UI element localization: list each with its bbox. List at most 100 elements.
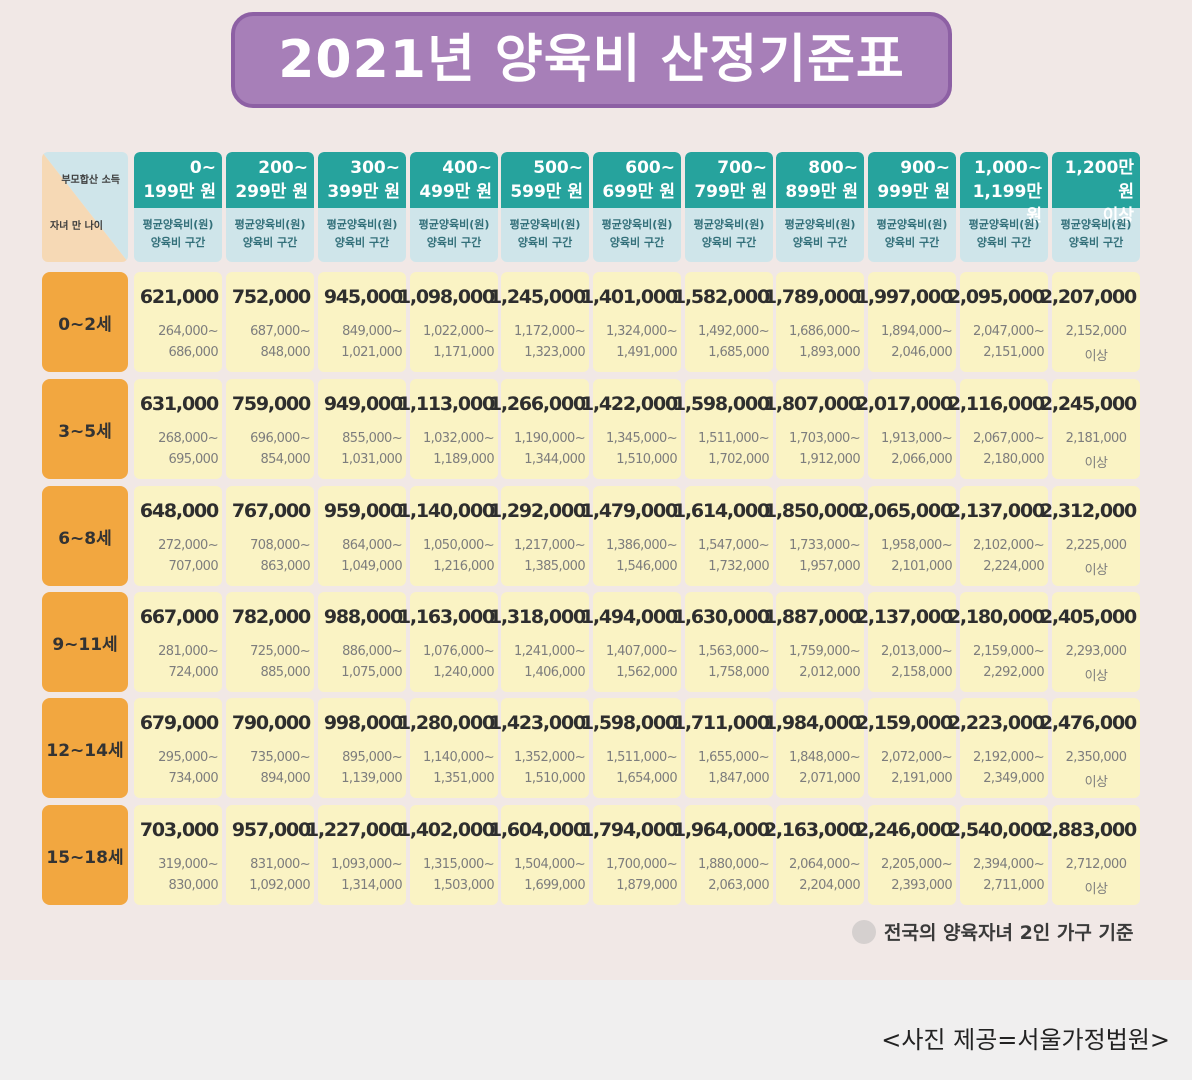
fee-range-min: 1,407,000~ <box>605 644 678 659</box>
average-fee: 2,163,000 <box>763 819 861 841</box>
fee-range-max: 707,000 <box>168 559 218 574</box>
income-bracket-label: 400~ 499만 원 <box>410 152 498 208</box>
fee-cell: 1,318,000 1,241,000~ 1,406,000 <box>489 592 589 692</box>
average-fee: 2,246,000 <box>855 819 953 841</box>
fee-cell: 1,850,000 1,733,000~ 1,957,000 <box>764 486 864 586</box>
fee-range-max: 이상 <box>1084 349 1108 364</box>
fee-range-max: 이상 <box>1084 456 1108 471</box>
fee-range-min: 2,013,000~ <box>880 644 953 659</box>
income-bracket-line1: 400~ <box>442 158 492 178</box>
footnote: 전국의 양육자녀 2인 가구 기준 <box>852 918 1133 948</box>
fee-cell: 767,000 708,000~ 863,000 <box>226 486 314 586</box>
fee-range-min: 1,733,000~ <box>788 538 861 553</box>
fee-cell: 945,000 849,000~ 1,021,000 <box>318 272 406 372</box>
fee-range-max: 830,000 <box>168 878 218 893</box>
fee-range-min: 831,000~ <box>250 857 310 872</box>
average-fee: 1,422,000 <box>580 393 678 415</box>
fee-range-min: 1,315,000~ <box>422 857 495 872</box>
fee-range-min: 1,076,000~ <box>422 644 495 659</box>
average-fee: 945,000 <box>323 286 403 308</box>
fee-range-max: 2,224,000 <box>983 559 1044 574</box>
fee-cell: 1,280,000 1,140,000~ 1,351,000 <box>398 698 498 798</box>
fee-range-min: 1,190,000~ <box>513 431 586 446</box>
age-group-label: 0~2세 <box>42 272 128 372</box>
fee-cell: 2,017,000 1,913,000~ 2,066,000 <box>856 379 956 479</box>
income-bracket-line1: 1,000~ <box>973 158 1042 178</box>
average-fee: 1,997,000 <box>855 286 953 308</box>
average-fee: 1,582,000 <box>672 286 770 308</box>
income-bracket-label: 900~ 999만 원 <box>868 152 956 208</box>
fee-range-max: 2,046,000 <box>891 345 952 360</box>
fee-cell: 2,065,000 1,958,000~ 2,101,000 <box>856 486 956 586</box>
fee-range-max: 1,847,000 <box>708 771 769 786</box>
average-fee: 1,318,000 <box>488 606 586 628</box>
fee-range-min: 725,000~ <box>250 644 310 659</box>
fee-cell: 998,000 895,000~ 1,139,000 <box>318 698 406 798</box>
fee-range-max: 848,000 <box>260 345 310 360</box>
column-subheader: 평균양육비(원) 양육비 구간 <box>685 208 773 262</box>
fee-range-min: 1,324,000~ <box>605 324 678 339</box>
fee-range-max: 1,139,000 <box>341 771 402 786</box>
footnote-text: 전국의 양육자녀 2인 가구 기준 <box>884 922 1134 944</box>
fee-cell: 2,137,000 2,013,000~ 2,158,000 <box>856 592 956 692</box>
income-bracket-line2: 299만 원 <box>235 182 308 202</box>
fee-cell: 759,000 696,000~ 854,000 <box>226 379 314 479</box>
fee-range-min: 319,000~ <box>158 857 218 872</box>
fee-range-max: 2,191,000 <box>891 771 952 786</box>
income-bracket-line2: 599만 원 <box>510 182 583 202</box>
income-bracket-label: 500~ 599만 원 <box>501 152 589 208</box>
fee-range-min: 2,067,000~ <box>972 431 1045 446</box>
average-fee: 752,000 <box>231 286 311 308</box>
fee-range-min: 1,504,000~ <box>513 857 586 872</box>
fee-range-max: 695,000 <box>168 452 218 467</box>
fee-range-min: 1,352,000~ <box>513 750 586 765</box>
fee-cell: 1,422,000 1,345,000~ 1,510,000 <box>581 379 681 479</box>
fee-range-min: 2,205,000~ <box>880 857 953 872</box>
average-fee: 1,245,000 <box>488 286 586 308</box>
fee-range-min: 2,225,000 <box>1065 538 1127 553</box>
average-fee: 2,065,000 <box>855 500 953 522</box>
fee-range-max: 1,075,000 <box>341 665 402 680</box>
fee-range-max: 734,000 <box>168 771 218 786</box>
average-fee: 1,794,000 <box>580 819 678 841</box>
average-fee: 1,479,000 <box>580 500 678 522</box>
fee-range-min: 1,140,000~ <box>422 750 495 765</box>
fee-range-min: 687,000~ <box>250 324 310 339</box>
fee-range-min: 1,050,000~ <box>422 538 495 553</box>
fee-range-min: 1,913,000~ <box>880 431 953 446</box>
fee-cell: 1,140,000 1,050,000~ 1,216,000 <box>398 486 498 586</box>
fee-range-min: 1,958,000~ <box>880 538 953 553</box>
fee-range-label: 양육비 구간 <box>701 236 757 249</box>
average-fee: 1,807,000 <box>763 393 861 415</box>
fee-cell: 2,095,000 2,047,000~ 2,151,000 <box>948 272 1048 372</box>
column-subheader: 평균양육비(원) 양육비 구간 <box>868 208 956 262</box>
avg-fee-label: 평균양육비(원) <box>326 218 398 231</box>
average-fee: 1,280,000 <box>397 712 495 734</box>
average-fee: 1,292,000 <box>488 500 586 522</box>
fee-range-max: 1,503,000 <box>433 878 494 893</box>
average-fee: 1,850,000 <box>763 500 861 522</box>
average-fee: 2,883,000 <box>1039 819 1137 841</box>
fee-range-min: 2,192,000~ <box>972 750 1045 765</box>
fee-range-min: 1,241,000~ <box>513 644 586 659</box>
average-fee: 767,000 <box>231 500 311 522</box>
income-bracket-line2: 399만 원 <box>327 182 400 202</box>
fee-range-min: 1,511,000~ <box>697 431 770 446</box>
fee-range-min: 864,000~ <box>342 538 402 553</box>
average-fee: 957,000 <box>231 819 311 841</box>
fee-range-min: 1,686,000~ <box>788 324 861 339</box>
column-subheader: 평균양육비(원) 양육비 구간 <box>776 208 864 262</box>
average-fee: 2,116,000 <box>947 393 1045 415</box>
fee-range-max: 1,732,000 <box>708 559 769 574</box>
fee-range-min: 1,093,000~ <box>330 857 403 872</box>
fee-range-max: 1,685,000 <box>708 345 769 360</box>
column-subheader: 평균양육비(원) 양육비 구간 <box>960 208 1048 262</box>
fee-range-min: 849,000~ <box>342 324 402 339</box>
age-group-label: 9~11세 <box>42 592 128 692</box>
column-subheader: 평균양육비(원) 양육비 구간 <box>1052 208 1140 262</box>
income-bracket-line2: 799만 원 <box>694 182 767 202</box>
avg-fee-label: 평균양육비(원) <box>418 218 490 231</box>
income-header: 0~ 199만 원 평균양육비(원) 양육비 구간 <box>134 152 222 262</box>
fee-range-max: 1,189,000 <box>433 452 494 467</box>
fee-range-min: 2,293,000 <box>1065 644 1127 659</box>
